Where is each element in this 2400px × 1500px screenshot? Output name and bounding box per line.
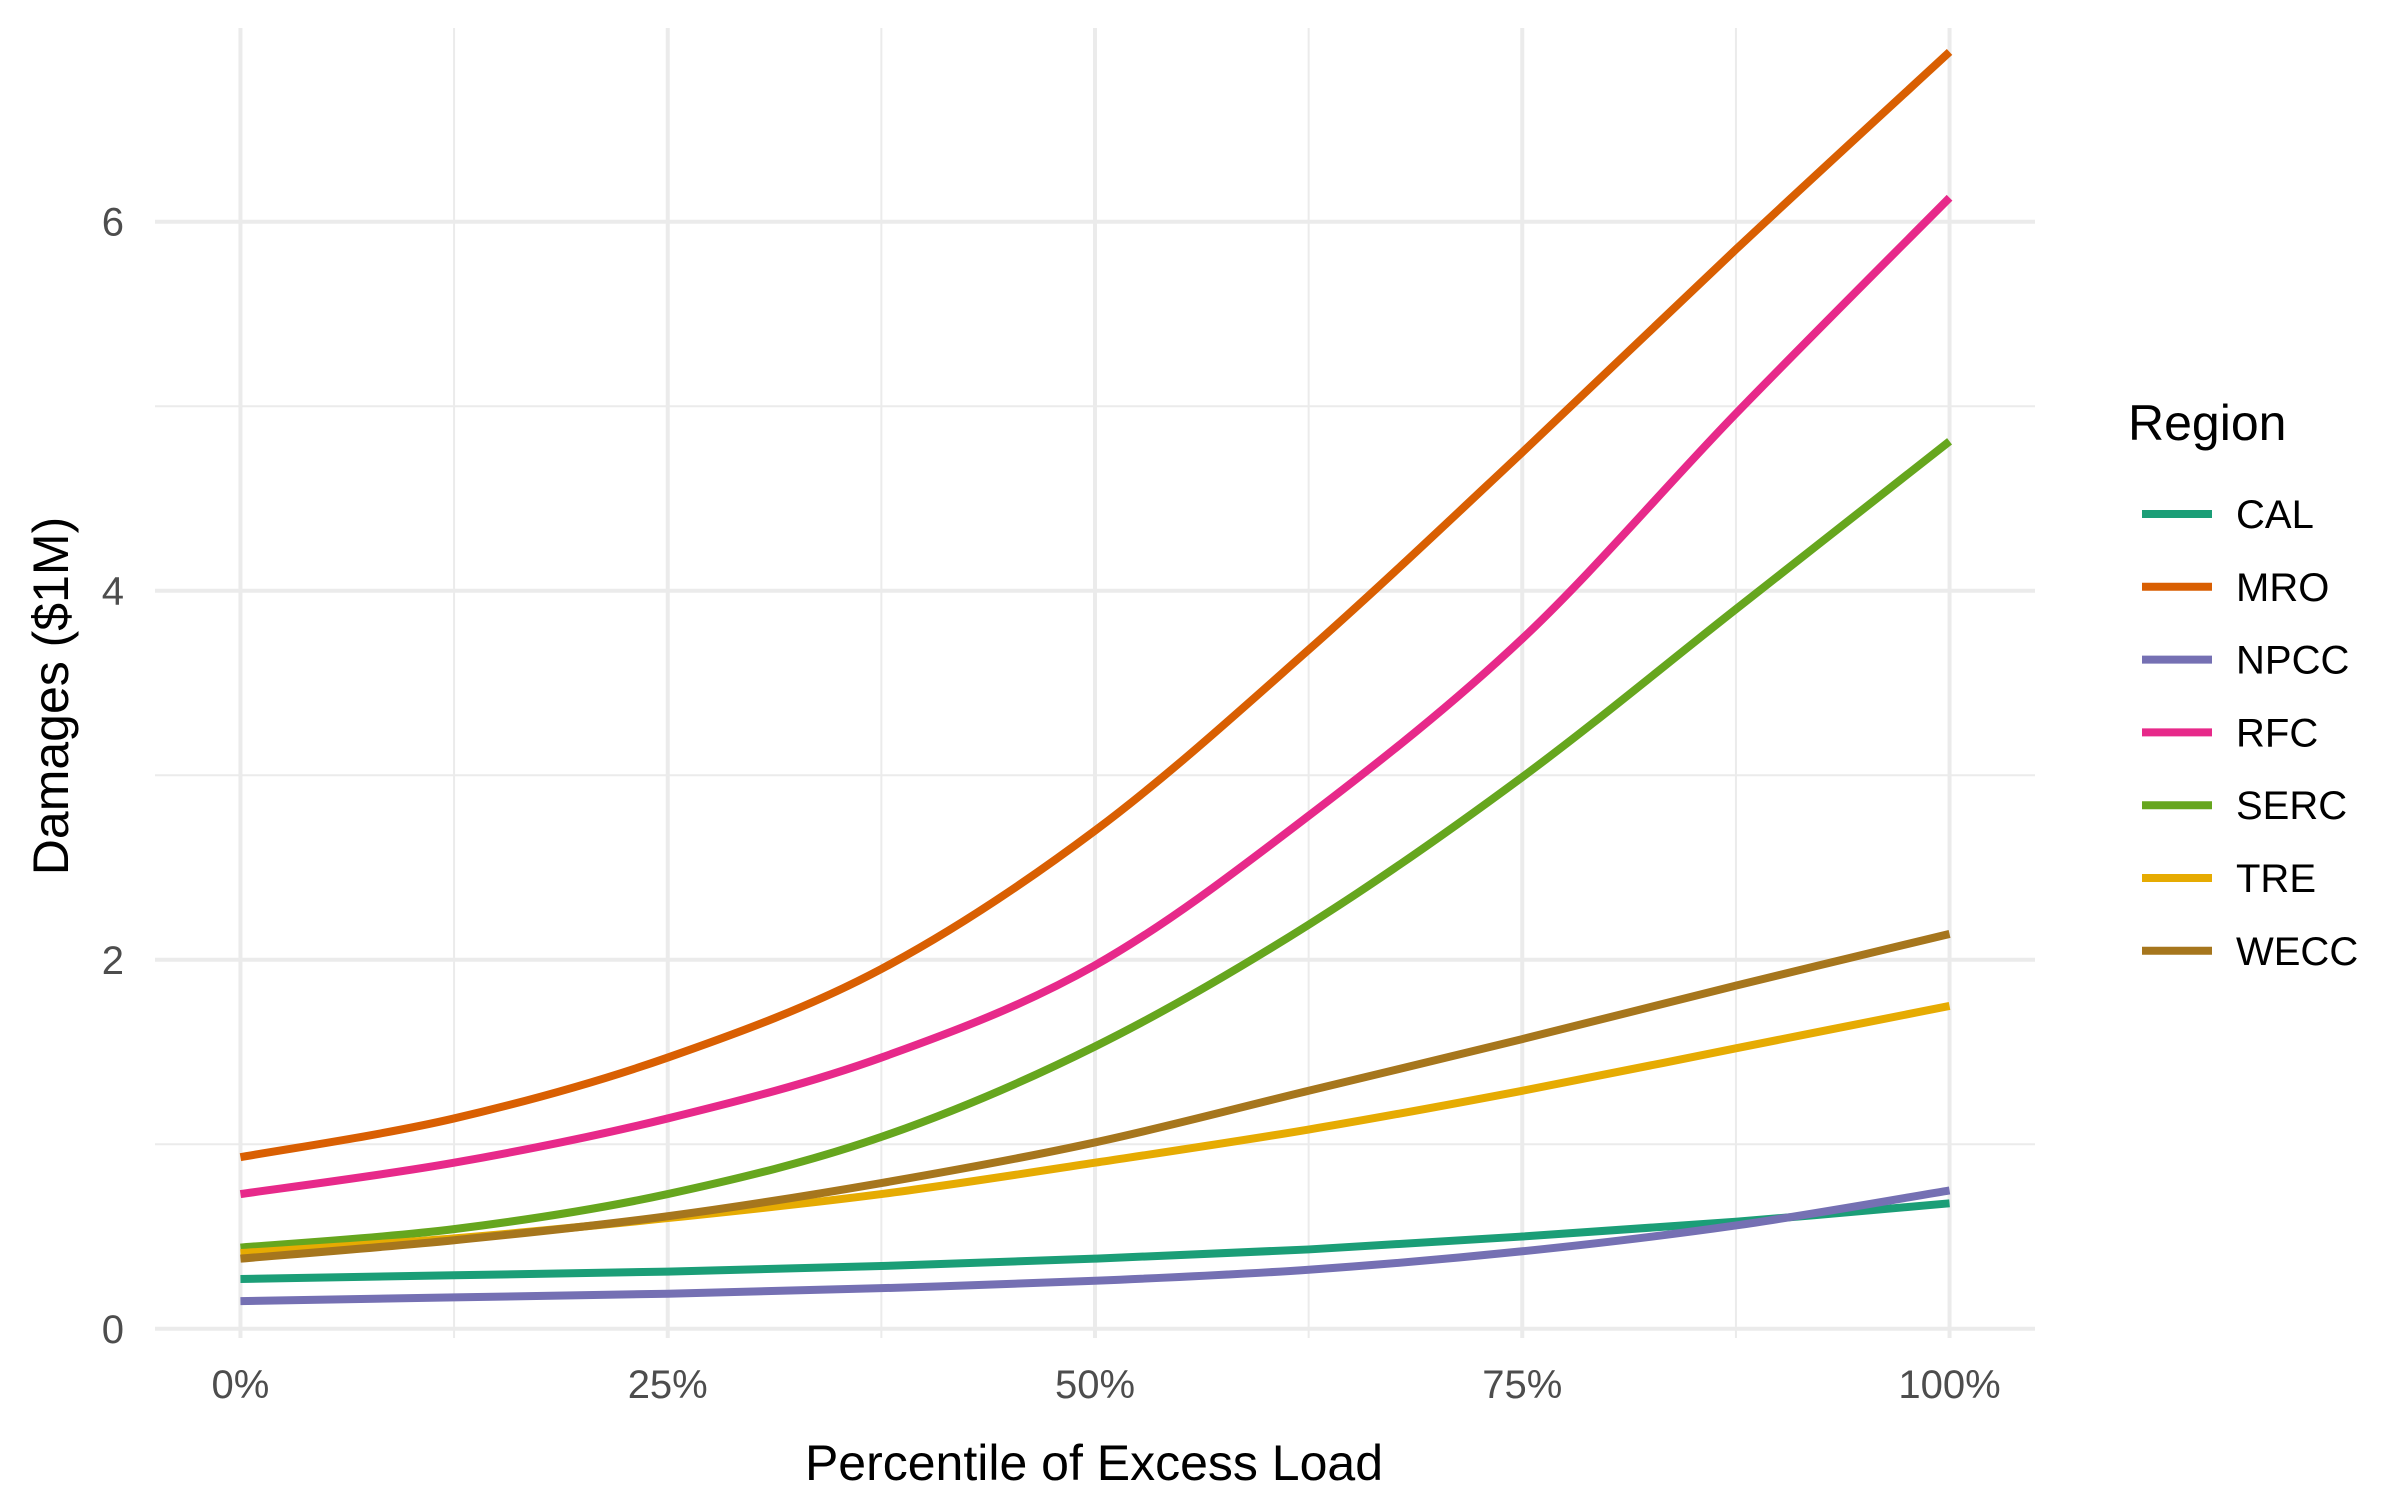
legend-label: MRO xyxy=(2236,566,2329,610)
x-tick-label: 100% xyxy=(1898,1363,2000,1407)
series-line-cal xyxy=(240,1199,1950,1283)
legend-item-tre: TRE xyxy=(2142,857,2316,901)
series-line-wecc xyxy=(240,930,1951,1263)
x-tick-label: 75% xyxy=(1482,1363,1562,1407)
legend-label: SERC xyxy=(2236,784,2347,828)
y-tick-label: 2 xyxy=(102,939,124,983)
legend-label: TRE xyxy=(2236,857,2316,901)
legend-item-rfc: RFC xyxy=(2142,711,2318,755)
major-gridlines xyxy=(155,28,2035,1338)
x-axis-title: Percentile of Excess Load xyxy=(805,1435,1383,1491)
y-tick-label: 0 xyxy=(102,1308,124,1352)
legend: CAL MRO NPCC RFC SERC TRE WECC xyxy=(2142,493,2358,974)
legend-item-npcc: NPCC xyxy=(2142,639,2349,683)
legend-item-cal: CAL xyxy=(2142,493,2314,537)
x-tick-label: 0% xyxy=(212,1363,270,1407)
series-line-rfc xyxy=(239,194,1953,1199)
y-tick-label: 6 xyxy=(102,201,124,245)
legend-title: Region xyxy=(2128,395,2286,451)
y-axis-title: Damages ($1M) xyxy=(23,517,79,875)
series-line-npcc xyxy=(240,1186,1951,1306)
legend-item-wecc: WECC xyxy=(2142,930,2358,974)
legend-item-serc: SERC xyxy=(2142,784,2347,828)
series-line-serc xyxy=(240,438,1953,1252)
y-axis-tick-labels: 0 2 4 6 xyxy=(102,201,124,1352)
x-tick-label: 50% xyxy=(1055,1363,1135,1407)
legend-label: CAL xyxy=(2236,493,2314,537)
series-lines xyxy=(239,49,1953,1306)
legend-label: NPCC xyxy=(2236,639,2349,683)
y-tick-label: 4 xyxy=(102,570,124,614)
series-line-mro xyxy=(239,49,1953,1162)
x-tick-label: 25% xyxy=(628,1363,708,1407)
x-axis-tick-labels: 0% 25% 50% 75% 100% xyxy=(212,1363,2001,1407)
legend-item-mro: MRO xyxy=(2142,566,2329,610)
legend-label: WECC xyxy=(2236,930,2358,974)
legend-label: RFC xyxy=(2236,711,2318,755)
